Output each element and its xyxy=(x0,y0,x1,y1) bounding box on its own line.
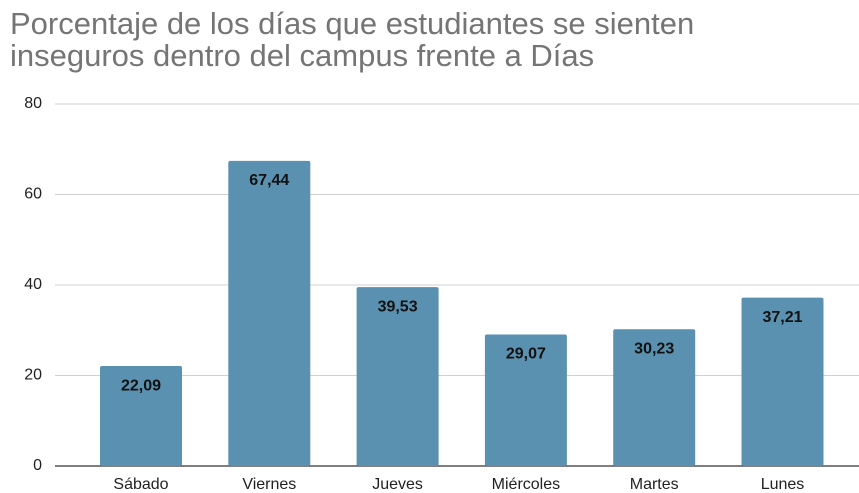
value-label: 22,09 xyxy=(121,377,161,394)
bar xyxy=(741,297,824,466)
chart-title: Porcentaje de los días que estudiantes s… xyxy=(10,6,695,73)
y-tick-label: 60 xyxy=(24,186,42,203)
bar xyxy=(228,160,311,467)
y-tick-label: 80 xyxy=(24,95,42,112)
x-tick-label: Miércoles xyxy=(492,476,560,493)
value-label: 37,21 xyxy=(762,309,802,326)
y-tick-label: 40 xyxy=(24,276,42,293)
bar xyxy=(100,366,182,466)
bar xyxy=(484,334,567,466)
value-label: 30,23 xyxy=(634,340,674,357)
value-label: 29,07 xyxy=(506,346,546,363)
x-tick-label: Jueves xyxy=(372,476,423,493)
x-tick-label: Lunes xyxy=(761,476,805,493)
value-label: 67,44 xyxy=(249,172,289,189)
x-tick-label: Sábado xyxy=(113,476,168,493)
x-tick-label: Viernes xyxy=(242,476,296,493)
y-tick-label: 20 xyxy=(24,367,42,384)
bar xyxy=(613,329,696,466)
x-tick-label: Martes xyxy=(630,476,679,493)
value-label: 39,53 xyxy=(378,298,418,315)
bar xyxy=(356,287,439,466)
y-tick-label: 0 xyxy=(33,457,42,474)
